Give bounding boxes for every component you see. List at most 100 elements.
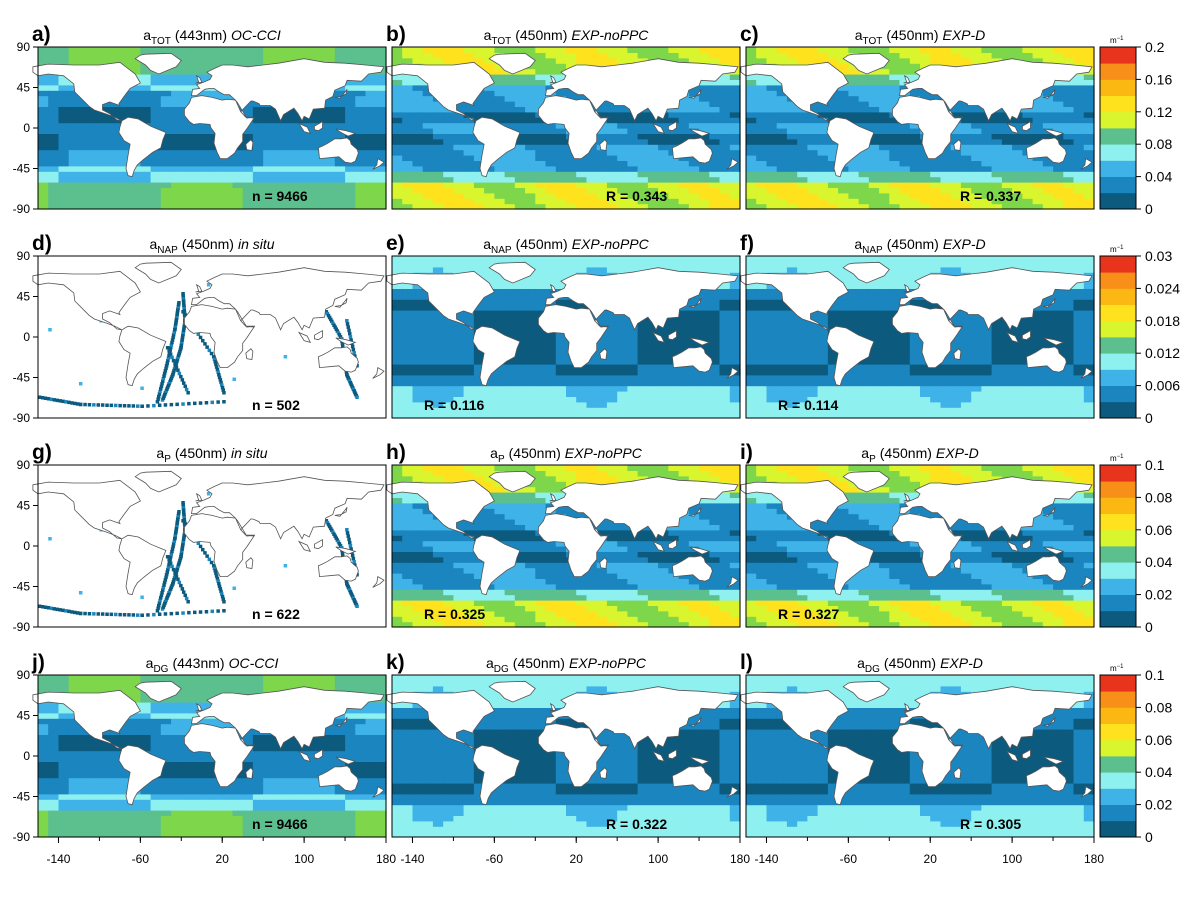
- heatmap-cell: [596, 337, 608, 343]
- heatmap-cell: [991, 47, 1003, 53]
- station-cell: [283, 355, 288, 359]
- heatmap-cell: [1063, 101, 1075, 107]
- heatmap-cell: [678, 122, 690, 129]
- heatmap-cell: [48, 47, 59, 53]
- heatmap-cell: [201, 192, 213, 199]
- heatmap-cell: [637, 149, 649, 156]
- heatmap-cell: [627, 401, 639, 408]
- heatmap-cell: [719, 396, 731, 403]
- station-cell: [336, 331, 341, 335]
- heatmap-cell: [940, 412, 952, 419]
- heatmap-cell: [797, 353, 808, 360]
- heatmap-cell: [443, 176, 454, 183]
- heatmap-cell: [817, 57, 829, 64]
- heatmap-cell: [766, 380, 778, 387]
- heatmap-cell: [365, 101, 377, 107]
- heatmap-cell: [473, 203, 485, 210]
- heatmap-cell: [484, 84, 495, 91]
- heatmap-cell: [940, 176, 952, 183]
- heatmap-cell: [668, 380, 680, 387]
- heatmap-cell: [746, 165, 757, 172]
- heatmap-cell: [181, 128, 193, 134]
- heatmap-cell: [729, 57, 741, 64]
- heatmap-cell: [545, 187, 557, 194]
- heatmap-cell: [586, 52, 598, 59]
- heatmap-cell: [252, 198, 264, 205]
- heatmap-cell: [1032, 117, 1044, 124]
- heatmap-cell: [504, 111, 516, 118]
- heatmap-cell: [746, 320, 757, 327]
- heatmap-cell: [201, 187, 213, 194]
- heatmap-cell: [647, 52, 659, 59]
- heatmap-cell: [868, 165, 880, 172]
- heatmap-cell: [422, 203, 434, 210]
- heatmap-cell: [678, 95, 690, 102]
- heatmap-cell: [627, 385, 639, 392]
- heatmap-cell: [746, 337, 757, 343]
- heatmap-cell: [334, 47, 346, 53]
- heatmap-cell: [119, 155, 131, 161]
- heatmap-cell: [535, 326, 547, 333]
- heatmap-cell: [181, 90, 193, 97]
- heatmap-cell: [719, 320, 731, 327]
- heatmap-cell: [150, 165, 162, 172]
- heatmap-cell: [719, 160, 731, 167]
- heatmap-cell: [1083, 47, 1095, 53]
- heatmap-cell: [848, 95, 860, 102]
- heatmap-cell: [776, 106, 788, 113]
- heatmap-cell: [960, 138, 972, 145]
- heatmap-cell: [535, 160, 547, 167]
- heatmap-cell: [709, 266, 721, 273]
- heatmap-cell: [756, 391, 767, 397]
- heatmap-cell: [637, 412, 649, 419]
- heatmap-cell: [1053, 203, 1064, 210]
- heatmap-cell: [756, 176, 767, 183]
- heatmap-cell: [756, 256, 767, 262]
- heatmap-cell: [668, 369, 680, 376]
- heatmap-cell: [422, 122, 434, 129]
- heatmap-cell: [412, 198, 424, 205]
- heatmap-cell: [525, 401, 536, 408]
- heatmap-cell: [283, 203, 295, 210]
- heatmap-cell: [981, 165, 993, 172]
- heatmap-cell: [617, 187, 628, 194]
- heatmap-cell: [950, 155, 962, 161]
- heatmap-cell: [709, 171, 721, 178]
- heatmap-cell: [422, 90, 434, 97]
- heatmap-cell: [191, 144, 203, 151]
- heatmap-cell: [525, 358, 536, 365]
- heatmap-cell: [950, 47, 962, 53]
- heatmap-cell: [776, 369, 788, 376]
- heatmap-cell: [889, 272, 901, 279]
- heatmap-cell: [443, 374, 454, 381]
- heatmap-cell: [797, 380, 808, 387]
- heatmap-cell: [617, 337, 628, 343]
- heatmap-cell: [463, 331, 475, 338]
- heatmap-cell: [365, 155, 377, 161]
- heatmap-cell: [807, 155, 819, 161]
- heatmap-cell: [514, 198, 526, 205]
- heatmap-cell: [617, 198, 628, 205]
- heatmap-cell: [699, 182, 710, 188]
- heatmap-cell: [688, 315, 700, 322]
- heatmap-cell: [637, 192, 649, 199]
- heatmap-cell: [1083, 165, 1095, 172]
- heatmap-cell: [807, 358, 819, 365]
- heatmap-cell: [827, 315, 839, 322]
- heatmap-cell: [868, 407, 880, 414]
- heatmap-cell: [766, 261, 778, 268]
- heatmap-cell: [473, 385, 485, 392]
- heatmap-cell: [392, 182, 403, 188]
- station-cell: [161, 379, 165, 383]
- heatmap-cell: [627, 176, 639, 183]
- heatmap-cell: [412, 74, 424, 80]
- heatmap-cell: [212, 176, 223, 183]
- heatmap-cell: [776, 407, 788, 414]
- heatmap-cell: [252, 192, 264, 199]
- heatmap-cell: [89, 128, 100, 134]
- heatmap-cell: [494, 192, 506, 199]
- heatmap-cell: [746, 331, 757, 338]
- heatmap-cell: [868, 293, 880, 300]
- station-cell: [170, 338, 175, 342]
- heatmap-cell: [545, 176, 557, 183]
